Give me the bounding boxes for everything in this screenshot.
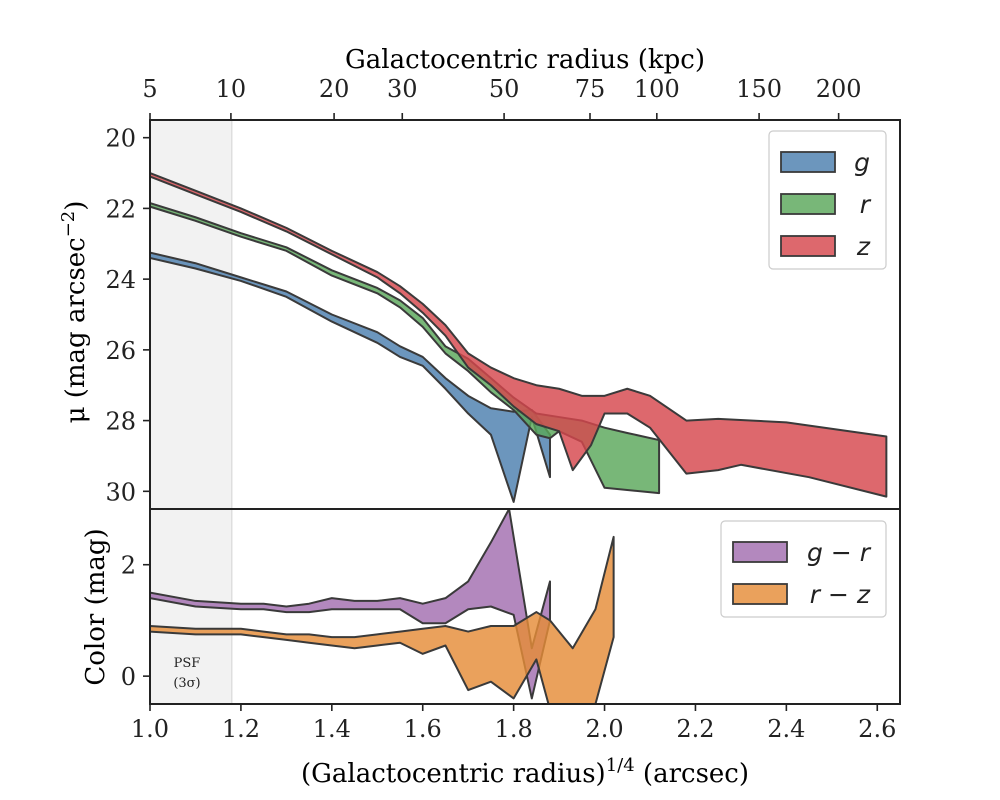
y-tick-label: 28	[105, 408, 136, 436]
top-x-tick-label: 200	[816, 75, 862, 103]
ylabel-superscript: −2	[58, 211, 79, 238]
legend-swatch	[732, 541, 788, 563]
color-panel: 0 2 1.0 1.2 1.4 1.6 1.8 2.0 2.2 2.4 2.6 PSF (3σ) g − …	[121, 508, 901, 743]
x-tick-label: 2.0	[585, 715, 623, 743]
legend: grz	[768, 130, 887, 270]
y-tick-label: 2	[121, 552, 136, 580]
top-x-tick-label: 100	[634, 75, 680, 103]
plot-frame	[149, 508, 901, 705]
series-band-0	[150, 251, 551, 503]
top-axis-label: Galactocentric radius (kpc)	[345, 45, 705, 75]
legend-swatch	[732, 583, 788, 605]
legend: g − r r − z	[720, 520, 887, 618]
series-areas	[150, 509, 615, 704]
legend-label: z	[856, 232, 871, 261]
ylabel-text: μ (mag arcsec	[61, 237, 91, 423]
y-tick-label: 30	[105, 478, 136, 506]
top-x-tick-label: 75	[575, 75, 606, 103]
x-tick-label: 2.2	[676, 715, 714, 743]
x-tick-label: 1.6	[404, 715, 442, 743]
x-tick-label: 1.2	[222, 715, 260, 743]
xlabel-close: (arcsec)	[635, 759, 749, 789]
top-x-tick-label: 150	[736, 75, 782, 103]
surface-brightness-panel: 20 22 24 26 28 30 5 10 20 30 50 75 100 150 200 grz	[105, 75, 901, 510]
xlabel-text: (Galactocentric radius)	[301, 759, 606, 789]
series-band-2	[150, 172, 888, 498]
series-areas	[150, 172, 888, 503]
psf-label-sigma: (3σ)	[173, 676, 200, 691]
y-tick-label: 20	[105, 125, 136, 153]
psf-band	[150, 120, 232, 509]
legend-swatch	[780, 235, 836, 257]
x-tick-label: 1.8	[495, 715, 533, 743]
xlabel-superscript: 1/4	[606, 755, 635, 776]
top-x-tick-label: 50	[489, 75, 520, 103]
legend-swatch	[780, 151, 836, 173]
bottom-axis-label: (Galactocentric radius)1/4 (arcsec)	[301, 755, 749, 789]
psf-label: PSF	[174, 656, 201, 671]
top-x-tick-label: 5	[142, 75, 157, 103]
color-axis-label: Color (mag)	[81, 528, 111, 685]
top-x-tick-label: 20	[319, 75, 350, 103]
y-tick-label: 24	[105, 266, 136, 294]
x-tick-label: 1.0	[131, 715, 169, 743]
legend-label: g − r	[807, 538, 872, 567]
surface-brightness-axis-label: μ (mag arcsec−2)	[58, 201, 91, 424]
series-band-1	[150, 535, 615, 704]
axis-labels: Galactocentric radius (kpc) μ (mag arcse…	[58, 45, 749, 789]
legend-label: r	[860, 190, 872, 219]
y-tick-label: 0	[121, 663, 136, 691]
legend-label: g	[854, 148, 870, 177]
x-tick-label: 1.4	[313, 715, 351, 743]
x-tick-label: 2.6	[858, 715, 896, 743]
top-x-tick-label: 10	[216, 75, 247, 103]
y-tick-label: 22	[105, 195, 136, 223]
legend-label: r − z	[810, 580, 871, 609]
top-x-tick-label: 30	[387, 75, 418, 103]
ylabel-close: )	[61, 201, 91, 211]
legend-swatch	[780, 193, 836, 215]
x-tick-label: 2.4	[767, 715, 805, 743]
y-tick-label: 26	[105, 337, 136, 365]
